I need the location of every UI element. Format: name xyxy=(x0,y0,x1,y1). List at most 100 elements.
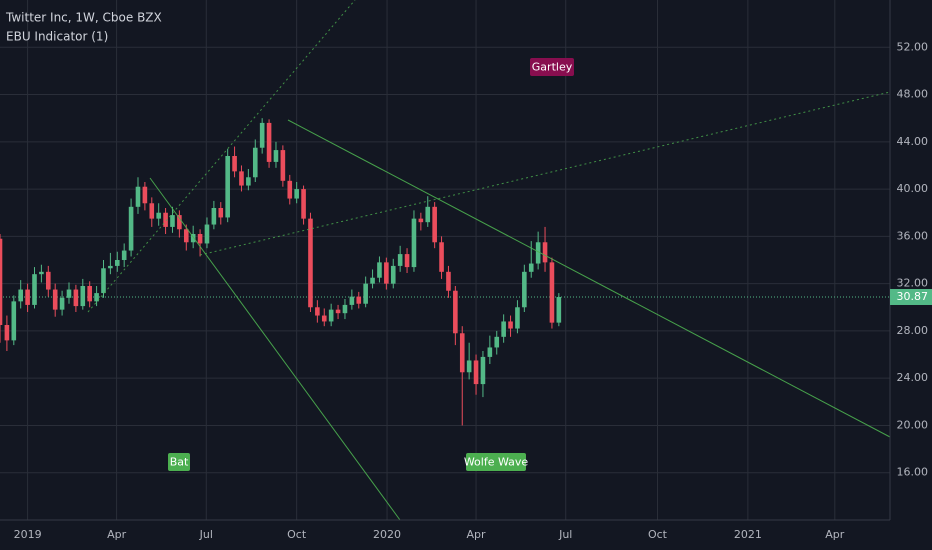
candle-body xyxy=(501,321,506,337)
candle-body xyxy=(349,296,355,305)
y-tick-label: 16.00 xyxy=(897,466,929,479)
y-tick-label: 44.00 xyxy=(897,135,929,148)
price-axis xyxy=(890,0,932,550)
candle-body xyxy=(163,212,168,227)
candle-body xyxy=(149,203,155,219)
candle-body xyxy=(204,224,210,244)
candle-body xyxy=(328,309,334,322)
candle-body xyxy=(466,360,472,373)
candle-body xyxy=(108,265,113,269)
candle-body xyxy=(32,274,37,305)
candle-body xyxy=(522,271,527,308)
drawings xyxy=(87,0,891,521)
y-tick-label: 28.00 xyxy=(897,324,929,337)
y-tick-label: 24.00 xyxy=(897,371,929,384)
candle-body xyxy=(73,289,79,307)
candle-body xyxy=(66,289,72,298)
x-tick-label: Apr xyxy=(825,528,845,541)
x-tick-label: Apr xyxy=(107,528,127,541)
y-tick-label: 32.00 xyxy=(897,277,929,290)
x-tick-label: 2020 xyxy=(373,528,401,541)
trend-line xyxy=(199,91,891,256)
tag-box xyxy=(466,453,526,471)
pattern-label: Wolfe Wave xyxy=(464,456,529,469)
candle-body xyxy=(473,360,479,385)
y-tick-label: 48.00 xyxy=(897,88,929,101)
grid xyxy=(0,0,890,520)
pattern-label: Gartley xyxy=(532,61,573,74)
candle-body xyxy=(80,286,86,307)
candle-body xyxy=(114,260,120,266)
candle-body xyxy=(377,262,382,278)
candle-body xyxy=(515,307,520,329)
candle-body xyxy=(308,218,313,308)
candle-body xyxy=(294,189,299,199)
candle-body xyxy=(170,215,175,227)
candle-body xyxy=(280,150,286,181)
candle-body xyxy=(542,242,548,263)
candle-body xyxy=(11,301,17,341)
candle-body xyxy=(59,297,65,310)
candle-body xyxy=(418,218,424,223)
candle-body xyxy=(266,122,272,162)
candle-body xyxy=(390,265,396,284)
candle-body xyxy=(0,238,3,325)
x-tick-label: Oct xyxy=(648,528,668,541)
candle-body xyxy=(45,271,51,290)
candle-body xyxy=(556,296,562,323)
candle-body xyxy=(218,208,224,218)
trend-line xyxy=(87,0,356,313)
trend-line xyxy=(287,119,891,438)
candle-body xyxy=(335,309,341,314)
candle-body xyxy=(252,147,258,178)
candle-body xyxy=(259,122,265,148)
candle-body xyxy=(301,189,306,219)
candle-body xyxy=(397,254,403,266)
candle-body xyxy=(535,242,541,264)
tag-box xyxy=(168,453,190,471)
x-tick-label: Jul xyxy=(558,528,572,541)
x-tick-label: 2021 xyxy=(734,528,762,541)
candle-body xyxy=(356,296,362,304)
candle-body xyxy=(128,206,134,251)
last-price-box xyxy=(890,288,932,305)
candle-body xyxy=(494,336,500,348)
candle-body xyxy=(121,250,127,260)
x-tick-label: Jul xyxy=(199,528,213,541)
candle-body xyxy=(94,293,99,302)
candle-body xyxy=(135,186,141,207)
candle-body xyxy=(273,150,279,162)
candle-body xyxy=(549,262,555,323)
candle-body xyxy=(101,268,106,294)
candle-body xyxy=(342,304,348,314)
tag-box xyxy=(530,58,574,76)
candle-body xyxy=(25,289,30,305)
pattern-tags: Gartley Bat Wolfe Wave xyxy=(168,58,574,471)
candle-body xyxy=(321,315,327,322)
candle-body xyxy=(246,177,251,186)
indicator-name: EBU Indicator (1) xyxy=(6,30,108,44)
candle-body xyxy=(156,212,161,219)
candle-body xyxy=(142,186,148,204)
candle-body xyxy=(480,356,486,385)
candle-body xyxy=(363,283,368,304)
time-axis xyxy=(0,520,932,550)
candle-body xyxy=(432,206,437,243)
candle-body xyxy=(239,171,244,186)
chart-title: Twitter Inc, 1W, Cboe BZX xyxy=(5,11,162,25)
candle-body xyxy=(287,180,293,199)
candle-body xyxy=(177,215,182,230)
candle-body xyxy=(459,333,465,373)
candle-body xyxy=(39,271,44,275)
candle-body xyxy=(446,271,451,291)
y-tick-label: 36.00 xyxy=(897,229,929,242)
y-tick-label: 52.00 xyxy=(897,40,929,53)
candle-body xyxy=(439,242,444,272)
candle-body xyxy=(528,263,534,272)
y-tick-label: 40.00 xyxy=(897,182,929,195)
candle-body xyxy=(384,262,389,284)
candle-body xyxy=(52,289,58,310)
axis-labels: 16.00 20.00 24.00 28.00 32.00 36.00 40.00 44.00… xyxy=(14,40,932,541)
trend-line xyxy=(149,177,401,521)
